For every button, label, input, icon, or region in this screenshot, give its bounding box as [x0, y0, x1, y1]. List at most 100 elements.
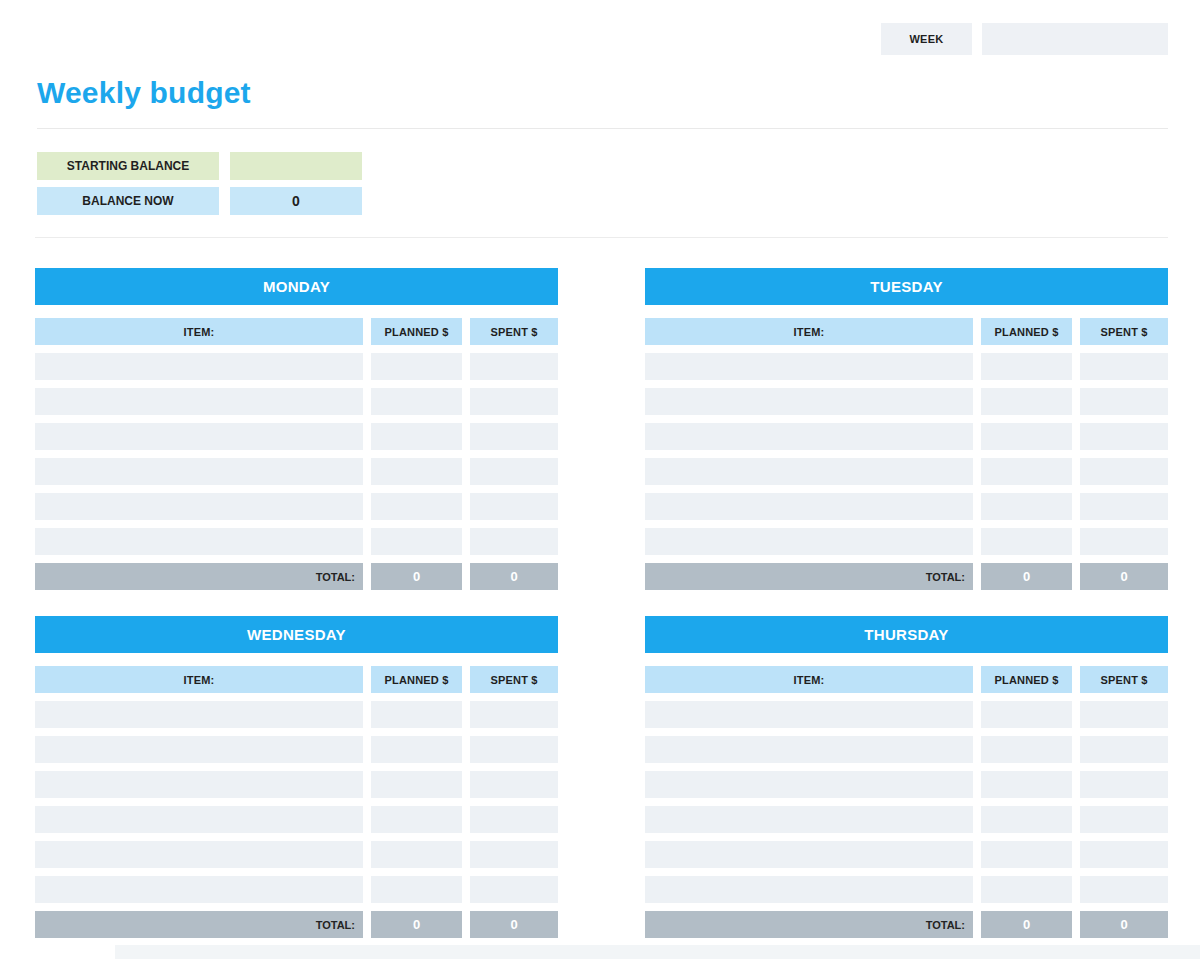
item-cell[interactable]	[35, 353, 363, 380]
total-label: TOTAL:	[35, 911, 363, 938]
spent-cell[interactable]	[470, 841, 558, 868]
total-planned-value: 0	[981, 563, 1072, 590]
planned-cell[interactable]	[371, 771, 462, 798]
spent-cell[interactable]	[1080, 528, 1168, 555]
item-cell[interactable]	[645, 736, 973, 763]
item-cell[interactable]	[645, 876, 973, 903]
table-row	[35, 388, 558, 415]
item-cell[interactable]	[35, 876, 363, 903]
spent-cell[interactable]	[470, 701, 558, 728]
item-cell[interactable]	[645, 423, 973, 450]
spent-cell[interactable]	[470, 423, 558, 450]
planned-cell[interactable]	[981, 736, 1072, 763]
table-row	[645, 876, 1168, 903]
spent-cell[interactable]	[1080, 736, 1168, 763]
planned-cell[interactable]	[981, 528, 1072, 555]
table-row	[645, 701, 1168, 728]
item-cell[interactable]	[35, 528, 363, 555]
planned-cell[interactable]	[371, 701, 462, 728]
planned-cell[interactable]	[371, 876, 462, 903]
planned-cell[interactable]	[371, 493, 462, 520]
planned-cell[interactable]	[371, 388, 462, 415]
spent-cell[interactable]	[1080, 388, 1168, 415]
table-row	[645, 736, 1168, 763]
spent-cell[interactable]	[470, 353, 558, 380]
item-cell[interactable]	[35, 388, 363, 415]
item-cell[interactable]	[645, 841, 973, 868]
spent-column-header: SPENT $	[1080, 666, 1168, 693]
planned-cell[interactable]	[371, 736, 462, 763]
week-input[interactable]	[982, 23, 1168, 55]
item-cell[interactable]	[645, 701, 973, 728]
planned-cell[interactable]	[981, 876, 1072, 903]
table-row	[645, 493, 1168, 520]
table-row	[35, 771, 558, 798]
planned-cell[interactable]	[981, 806, 1072, 833]
spent-cell[interactable]	[1080, 458, 1168, 485]
item-cell[interactable]	[645, 528, 973, 555]
total-spent-value: 0	[1080, 563, 1168, 590]
planned-cell[interactable]	[981, 841, 1072, 868]
planned-column-header: PLANNED $	[371, 666, 462, 693]
day-table-monday: MONDAY ITEM: PLANNED $ SPENT $ TOTAL: 0 …	[35, 268, 558, 590]
planned-cell[interactable]	[371, 528, 462, 555]
planned-cell[interactable]	[981, 701, 1072, 728]
planned-cell[interactable]	[371, 353, 462, 380]
planned-cell[interactable]	[371, 841, 462, 868]
spent-cell[interactable]	[470, 388, 558, 415]
spent-cell[interactable]	[1080, 841, 1168, 868]
table-row	[645, 771, 1168, 798]
spent-cell[interactable]	[1080, 806, 1168, 833]
item-cell[interactable]	[645, 458, 973, 485]
item-cell[interactable]	[645, 493, 973, 520]
item-cell[interactable]	[35, 423, 363, 450]
item-cell[interactable]	[645, 388, 973, 415]
spent-column-header: SPENT $	[470, 318, 558, 345]
planned-cell[interactable]	[371, 458, 462, 485]
balance-now-value: 0	[230, 187, 362, 215]
spent-cell[interactable]	[1080, 353, 1168, 380]
item-cell[interactable]	[35, 771, 363, 798]
item-cell[interactable]	[35, 701, 363, 728]
day-header: TUESDAY	[645, 268, 1168, 305]
item-cell[interactable]	[35, 841, 363, 868]
total-planned-value: 0	[981, 911, 1072, 938]
item-cell[interactable]	[35, 493, 363, 520]
total-spent-value: 0	[470, 563, 558, 590]
planned-cell[interactable]	[371, 806, 462, 833]
planned-cell[interactable]	[981, 771, 1072, 798]
balance-now-label: BALANCE NOW	[37, 187, 219, 215]
item-cell[interactable]	[35, 736, 363, 763]
starting-balance-value[interactable]	[230, 152, 362, 180]
item-cell[interactable]	[645, 353, 973, 380]
item-cell[interactable]	[645, 806, 973, 833]
planned-column-header: PLANNED $	[981, 666, 1072, 693]
planned-cell[interactable]	[371, 423, 462, 450]
spent-cell[interactable]	[470, 771, 558, 798]
spent-cell[interactable]	[470, 736, 558, 763]
planned-cell[interactable]	[981, 458, 1072, 485]
spent-cell[interactable]	[1080, 771, 1168, 798]
item-cell[interactable]	[35, 458, 363, 485]
table-row	[35, 876, 558, 903]
planned-cell[interactable]	[981, 388, 1072, 415]
planned-cell[interactable]	[981, 353, 1072, 380]
table-row	[35, 458, 558, 485]
spent-cell[interactable]	[470, 876, 558, 903]
day-table-tuesday: TUESDAY ITEM: PLANNED $ SPENT $ TOTAL: 0…	[645, 268, 1168, 590]
spent-cell[interactable]	[1080, 493, 1168, 520]
table-row	[35, 493, 558, 520]
spent-cell[interactable]	[1080, 423, 1168, 450]
table-row	[645, 388, 1168, 415]
divider	[35, 237, 1168, 238]
planned-cell[interactable]	[981, 493, 1072, 520]
spent-cell[interactable]	[470, 493, 558, 520]
spent-cell[interactable]	[1080, 876, 1168, 903]
spent-cell[interactable]	[1080, 701, 1168, 728]
item-cell[interactable]	[35, 806, 363, 833]
spent-cell[interactable]	[470, 458, 558, 485]
spent-cell[interactable]	[470, 528, 558, 555]
planned-cell[interactable]	[981, 423, 1072, 450]
spent-cell[interactable]	[470, 806, 558, 833]
item-cell[interactable]	[645, 771, 973, 798]
